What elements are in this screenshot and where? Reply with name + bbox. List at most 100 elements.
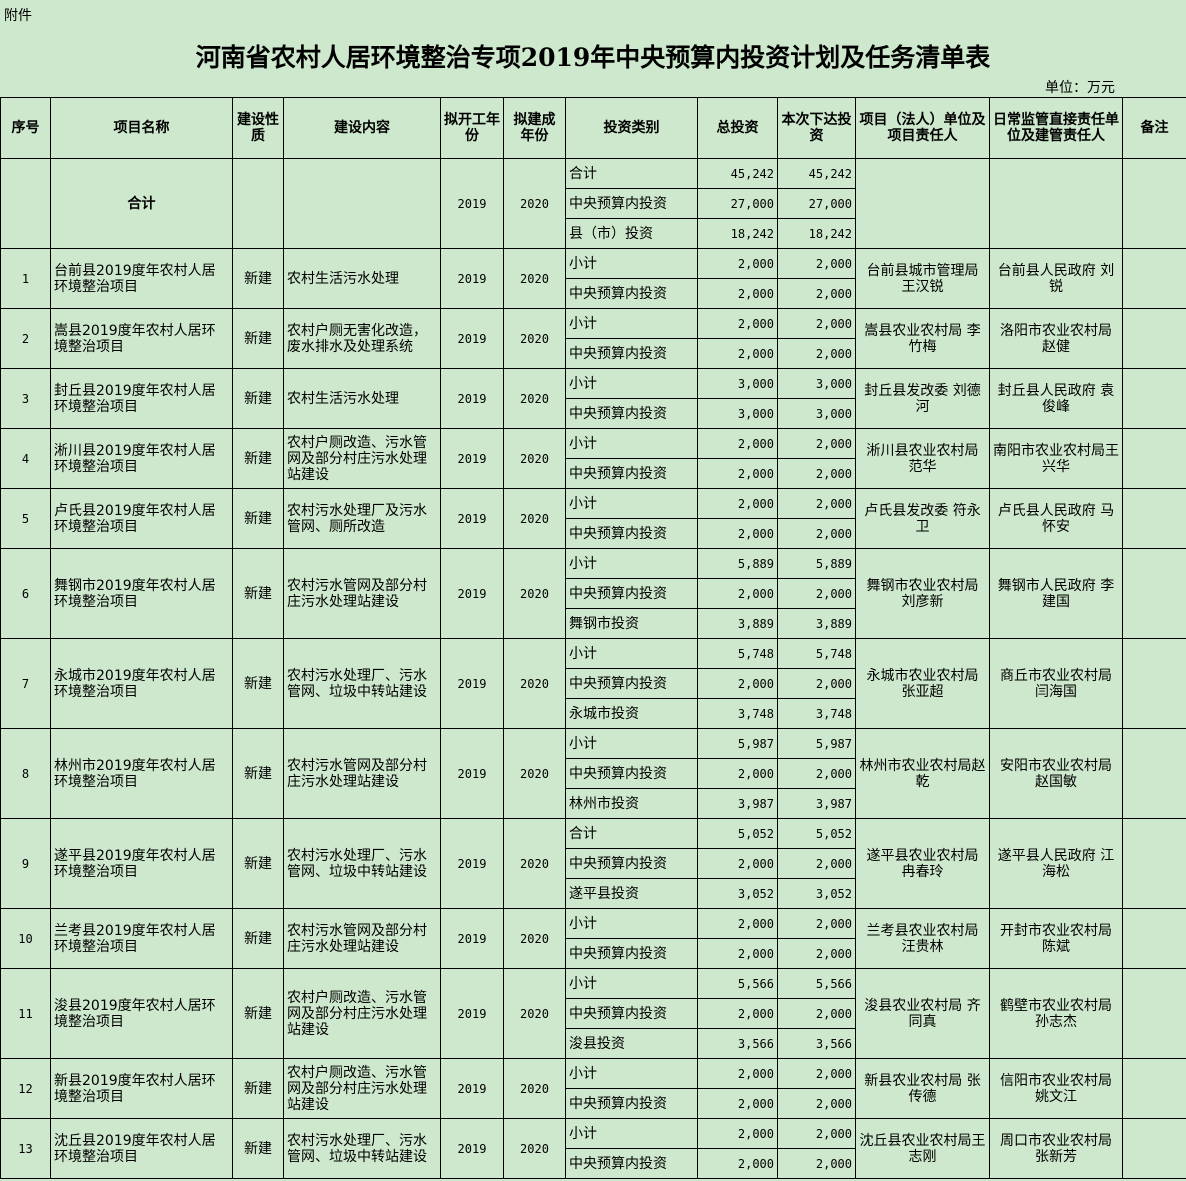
investment-type: 中央预算内投资 [565,1088,698,1119]
issued-investment: 3,566 [777,1028,856,1059]
project-seq: 5 [0,488,51,549]
start-year: 2019 [440,908,504,969]
column-header-total-investment: 总投资 [697,97,778,159]
project-remark [1122,638,1186,729]
total-investment: 3,889 [697,608,778,639]
project-remark [1122,548,1186,639]
project-owner: 淅川县农业农村局 范华 [855,428,990,489]
project-remark [1122,488,1186,549]
issued-investment: 27,000 [777,188,856,219]
project-remark [1122,248,1186,309]
issued-investment: 2,000 [777,1118,856,1149]
total-investment: 2,000 [697,278,778,309]
project-nature: 新建 [232,488,284,549]
project-row: 13 沈丘县2019度年农村人居环境整治项目 新建 农村污水处理厂、污水管网、垃圾中转… [0,1118,1186,1179]
project-owner: 嵩县农业农村局 李竹梅 [855,308,990,369]
total-investment: 2,000 [697,578,778,609]
investment-type: 合计 [565,818,698,849]
project-row: 7 永城市2019度年农村人居环境整治项目 新建 农村污水处理厂、污水管网、垃圾中转站… [0,638,1186,729]
issued-investment: 2,000 [777,248,856,279]
issued-investment: 3,000 [777,368,856,399]
start-year: 2019 [440,158,504,249]
attachment-label: 附件 [4,8,32,24]
issued-investment: 5,566 [777,968,856,999]
issued-investment: 3,987 [777,788,856,819]
end-year: 2020 [503,818,566,909]
total-investment: 2,000 [697,938,778,969]
project-row: 遂平县投资 3,052 3,052 [1,878,1186,909]
project-supervisor: 鹤壁市农业农村局 孙志杰 [989,968,1123,1059]
project-supervisor: 南阳市农业农村局王兴华 [989,428,1123,489]
project-row: 中央预算内投资 2,000 2,000 [1,1088,1186,1119]
project-supervisor: 台前县人民政府 刘锐 [989,248,1123,309]
project-supervisor: 卢氏县人民政府 马怀安 [989,488,1123,549]
start-year: 2019 [440,368,504,429]
project-nature: 新建 [232,908,284,969]
end-year: 2020 [503,158,566,249]
total-row: 县（市）投资 18,242 18,242 [1,218,1186,249]
issued-investment: 3,052 [777,878,856,909]
total-investment: 27,000 [697,188,778,219]
investment-type: 中央预算内投资 [565,398,698,429]
project-seq: 8 [0,728,51,819]
project-row: 中央预算内投资 2,000 2,000 [1,578,1186,609]
end-year: 2020 [503,368,566,429]
investment-type: 小计 [565,428,698,459]
project-nature: 新建 [232,1118,284,1179]
investment-type: 小计 [565,638,698,669]
project-supervisor: 安阳市农业农村局 赵国敏 [989,728,1123,819]
investment-type: 浚县投资 [565,1028,698,1059]
end-year: 2020 [503,548,566,639]
issued-investment: 2,000 [777,908,856,939]
project-remark [1122,368,1186,429]
total-investment: 2,000 [697,1148,778,1179]
total-investment: 2,000 [697,1088,778,1119]
project-remark [1122,968,1186,1059]
project-content: 农村污水处理厂、污水管网、垃圾中转站建设 [283,1118,441,1179]
project-name: 卢氏县2019度年农村人居环境整治项目 [50,488,233,549]
end-year: 2020 [503,638,566,729]
project-row: 1 台前县2019度年农村人居环境整治项目 新建 农村生活污水处理 2019 2020 小计… [0,248,1186,309]
issued-investment: 45,242 [777,158,856,189]
end-year: 2020 [503,308,566,369]
project-nature: 新建 [232,638,284,729]
investment-type: 小计 [565,368,698,399]
project-seq: 2 [0,308,51,369]
investment-type: 小计 [565,548,698,579]
total-investment: 2,000 [697,458,778,489]
total-investment: 3,987 [697,788,778,819]
project-nature: 新建 [232,818,284,909]
end-year: 2020 [503,728,566,819]
project-content: 农村生活污水处理 [283,248,441,309]
start-year: 2019 [440,968,504,1059]
project-owner: 林州市农业农村局赵乾 [855,728,990,819]
project-owner: 封丘县发改委 刘德河 [855,368,990,429]
total-investment: 5,566 [697,968,778,999]
column-header-investment-type: 投资类别 [565,97,698,159]
investment-type: 小计 [565,1118,698,1149]
column-header-seq: 序号 [0,97,51,159]
project-row: 中央预算内投资 2,000 2,000 [1,518,1186,549]
column-header-start-year: 拟开工年份 [440,97,504,159]
project-row: 中央预算内投资 3,000 3,000 [1,398,1186,429]
project-name: 舞钢市2019度年农村人居环境整治项目 [50,548,233,639]
project-remark [1122,428,1186,489]
start-year: 2019 [440,308,504,369]
project-name: 台前县2019度年农村人居环境整治项目 [50,248,233,309]
issued-investment: 3,748 [777,698,856,729]
project-name: 淅川县2019度年农村人居环境整治项目 [50,428,233,489]
column-header-nature: 建设性质 [232,97,284,159]
investment-type: 中央预算内投资 [565,848,698,879]
project-content: 农村户厕改造、污水管网及部分村庄污水处理站建设 [283,428,441,489]
total-investment: 2,000 [697,518,778,549]
project-supervisor: 信阳市农业农村局 姚文江 [989,1058,1123,1119]
project-name: 兰考县2019度年农村人居环境整治项目 [50,908,233,969]
total-investment: 3,748 [697,698,778,729]
investment-type: 永城市投资 [565,698,698,729]
project-row: 中央预算内投资 2,000 2,000 [1,278,1186,309]
project-owner: 沈丘县农业农村局王志刚 [855,1118,990,1179]
project-name: 遂平县2019度年农村人居环境整治项目 [50,818,233,909]
investment-type: 中央预算内投资 [565,578,698,609]
column-header-name: 项目名称 [50,97,233,159]
project-supervisor: 遂平县人民政府 江海松 [989,818,1123,909]
